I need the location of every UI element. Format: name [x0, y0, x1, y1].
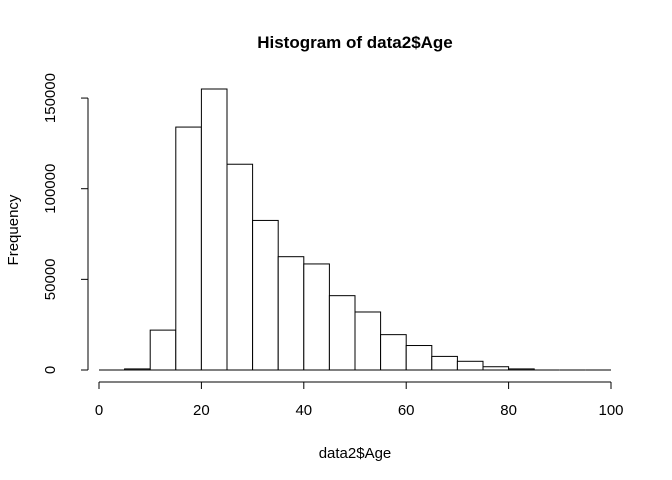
histogram-bar	[456, 360, 484, 371]
y-axis-label: Frequency	[5, 194, 22, 265]
y-tick-label: 0	[42, 366, 59, 374]
y-axis: 0 50000 100000 150000	[42, 73, 89, 374]
histogram-bar	[508, 368, 535, 371]
histogram-bar	[482, 366, 510, 371]
x-tick-label: 100	[598, 402, 623, 419]
histogram-bar	[200, 88, 228, 371]
x-axis-label: data2$Age	[319, 445, 392, 462]
histogram-bar	[380, 334, 407, 371]
histogram-bar	[303, 263, 330, 371]
x-tick-label: 60	[398, 402, 415, 419]
histogram-bar	[226, 163, 254, 371]
histogram-bar	[124, 368, 151, 371]
bars-group	[99, 88, 611, 371]
histogram-bar	[175, 126, 202, 371]
x-tick-label: 40	[295, 402, 312, 419]
x-tick-label: 20	[193, 402, 210, 419]
histogram-bar	[354, 311, 382, 371]
y-tick-label: 50000	[42, 258, 59, 300]
histogram-bar	[252, 219, 279, 371]
chart-title: Histogram of data2$Age	[257, 33, 453, 52]
x-axis: 0 20 40 60 80 100	[95, 381, 624, 419]
histogram-bar	[149, 329, 177, 371]
histogram-bar	[431, 355, 458, 371]
histogram-bar	[328, 295, 356, 371]
x-tick-label: 80	[500, 402, 517, 419]
histogram-bar	[277, 256, 305, 371]
histogram-bar	[405, 345, 433, 371]
y-tick-label: 150000	[42, 73, 59, 123]
y-tick-label: 100000	[42, 164, 59, 214]
x-tick-label: 0	[95, 402, 103, 419]
